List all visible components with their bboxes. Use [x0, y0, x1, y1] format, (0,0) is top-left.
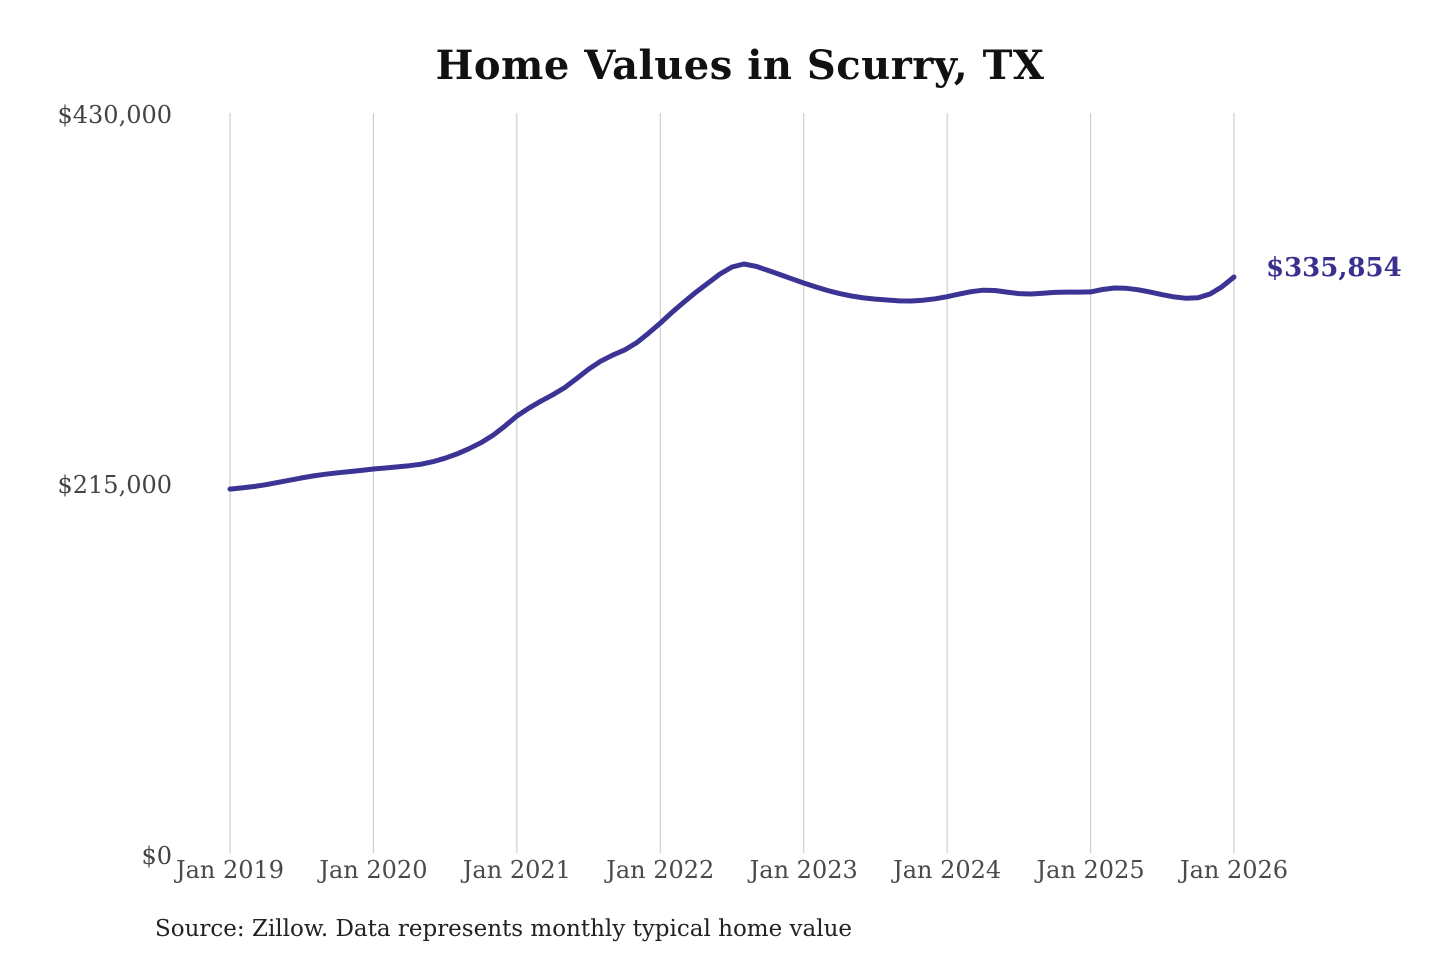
x-axis-label: Jan 2022 — [606, 856, 715, 884]
x-axis-label: Jan 2025 — [1036, 856, 1145, 884]
gridlines — [229, 113, 1235, 853]
x-axis-label: Jan 2024 — [893, 856, 1002, 884]
x-axis-label: Jan 2020 — [319, 856, 428, 884]
x-axis-label: Jan 2023 — [749, 856, 858, 884]
x-axis-label: Jan 2026 — [1179, 856, 1289, 884]
y-axis-label-0: $0 — [141, 842, 172, 870]
chart-title: Home Values in Scurry, TX — [435, 42, 1045, 89]
current-value-label: $335,854 — [1266, 253, 1402, 284]
x-axis-label: Jan 2019 — [175, 856, 285, 884]
value-line — [227, 261, 1237, 492]
source-note: Source: Zillow. Data represents monthly … — [155, 916, 853, 942]
x-axis-label: Jan 2021 — [462, 856, 571, 884]
y-axis-label-215000: $215,000 — [57, 471, 172, 499]
y-axis-label-430000: $430,000 — [57, 101, 172, 129]
